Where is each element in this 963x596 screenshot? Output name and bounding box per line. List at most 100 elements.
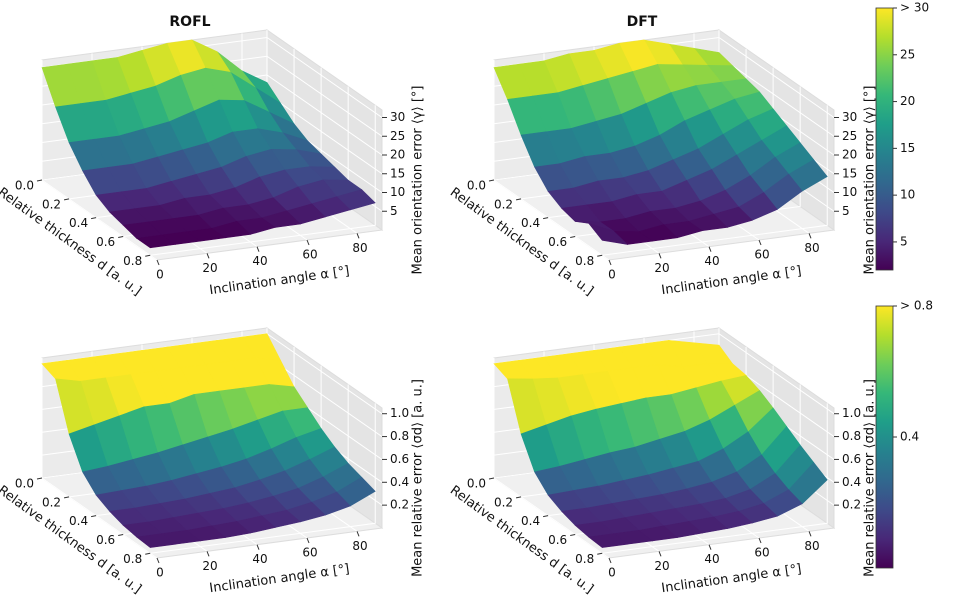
surface-patch (135, 533, 176, 548)
z-tick-label: 0.8 (842, 429, 861, 443)
x-tick (156, 557, 160, 564)
y-tick (145, 552, 151, 555)
colorbar-tick-label: 10 (900, 188, 915, 202)
y-tick-label: 0.6 (548, 533, 567, 547)
z-tick-label: 0.2 (390, 498, 409, 512)
x-tick (658, 551, 662, 557)
x-tick (708, 246, 712, 252)
x-tick (758, 537, 762, 544)
x-tick-label: 60 (754, 546, 769, 560)
x-tick-label: 40 (704, 254, 719, 268)
z-axis-label: Mean relative error ⟨σd⟩ [a. u.] (863, 379, 878, 577)
y-tick-label: 0.0 (15, 477, 34, 491)
y-tick-label: 0.0 (467, 477, 486, 491)
y-tick-label: 0.6 (96, 533, 115, 547)
y-tick-label: 0.6 (548, 235, 567, 249)
panel: 0 20 40 60 80 0.0 0.2 0.4 0.6 0.8 5 10 15 20 25 30 ROFL I… (0, 14, 426, 299)
z-tick-label: 0.6 (842, 452, 861, 466)
x-tick (356, 233, 360, 239)
grid-line (602, 403, 828, 554)
colorbar-tick-label: 15 (900, 141, 915, 155)
z-tick-label: 25 (842, 129, 857, 143)
grid-line (150, 403, 376, 554)
z-tick-label: 0.2 (842, 498, 861, 512)
colorbar (875, 7, 894, 271)
z-tick-label: 1.0 (390, 406, 409, 420)
x-tick (256, 544, 260, 550)
y-tick (63, 496, 70, 499)
x-tick-label: 20 (654, 559, 669, 573)
z-tick-label: 5 (842, 204, 850, 218)
y-tick (118, 235, 124, 238)
x-tick (658, 253, 662, 259)
z-tick-label: 25 (390, 129, 405, 143)
colorbar (875, 305, 894, 569)
x-axis-label: Inclination angle α [°] (661, 264, 803, 299)
x-tick-label: 40 (704, 552, 719, 566)
x-tick-label: 40 (252, 552, 267, 566)
y-tick (488, 477, 495, 480)
y-tick-label: 0.4 (521, 216, 540, 230)
x-tick-label: 20 (202, 559, 217, 573)
y-tick-label: 0.0 (467, 179, 486, 193)
y-tick-label: 0.4 (521, 514, 540, 528)
x-tick (608, 259, 612, 266)
z-axis-label: Mean relative error ⟨σd⟩ [a. u.] (411, 379, 426, 577)
y-tick (597, 254, 603, 257)
x-tick-label: 40 (252, 254, 267, 268)
y-tick (570, 235, 576, 238)
x-tick-label: 0 (608, 268, 616, 282)
x-tick-label: 0 (156, 566, 164, 580)
y-tick-label: 0.8 (123, 552, 142, 566)
y-tick (543, 515, 549, 518)
x-tick-label: 80 (804, 539, 819, 553)
colorbar-tick-label: > 30 (900, 1, 929, 15)
x-tick-label: 60 (302, 248, 317, 262)
y-tick (63, 198, 70, 201)
x-axis-label: Inclination angle α [°] (209, 562, 351, 596)
x-tick (206, 253, 210, 259)
x-tick-label: 20 (654, 261, 669, 275)
x-tick (758, 239, 762, 246)
y-tick-label: 0.4 (69, 216, 88, 230)
x-tick-label: 0 (156, 268, 164, 282)
colorbar-tick-label: 0.4 (900, 430, 919, 444)
x-tick-label: 60 (302, 546, 317, 560)
x-tick (808, 531, 812, 537)
y-tick-label: 0.2 (42, 197, 61, 211)
x-tick-label: 20 (202, 261, 217, 275)
z-tick-label: 10 (842, 185, 857, 199)
z-tick-label: 0.4 (390, 475, 409, 489)
grid-line (602, 105, 828, 256)
z-axis-label: Mean orientation error ⟨γ⟩ [°] (863, 85, 878, 274)
x-tick (206, 551, 210, 557)
y-tick-label: 0.0 (15, 179, 34, 193)
y-tick (515, 496, 522, 499)
panel: 0 20 40 60 80 0.0 0.2 0.4 0.6 0.8 0.2 0.4 0.6 0.8 1.0 I… (0, 327, 426, 596)
x-tick-label: 80 (352, 241, 367, 255)
z-tick-label: 15 (390, 166, 405, 180)
y-tick (145, 254, 151, 257)
panel-title: ROFL (169, 14, 210, 30)
y-tick (515, 198, 522, 201)
y-tick-label: 0.8 (123, 254, 142, 268)
x-tick-label: 80 (804, 241, 819, 255)
colorbar-tick-label: 5 (900, 234, 908, 248)
z-tick-label: 1.0 (842, 406, 861, 420)
y-tick-label: 0.8 (575, 552, 594, 566)
surface-patch (587, 222, 629, 245)
panel: 0 20 40 60 80 0.0 0.2 0.4 0.6 0.8 5 10 15 20 25 30 DFT In… (447, 1, 929, 299)
y-tick-label: 0.6 (96, 235, 115, 249)
y-tick-label: 0.4 (69, 514, 88, 528)
y-tick (118, 533, 124, 536)
x-tick (608, 557, 612, 564)
colorbar-tick-label: 25 (900, 47, 915, 61)
surface-patch (135, 234, 177, 249)
y-tick (91, 515, 97, 518)
x-tick-label: 60 (754, 248, 769, 262)
z-tick-label: 20 (842, 148, 857, 162)
x-tick (306, 239, 310, 246)
x-tick (708, 544, 712, 550)
y-tick (36, 477, 43, 480)
